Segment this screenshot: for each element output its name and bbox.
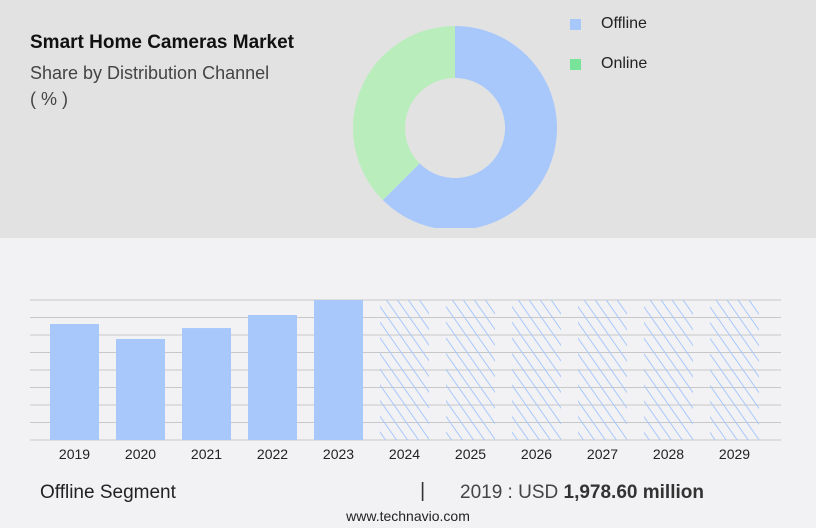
legend-swatch-online: [570, 58, 581, 70]
chart-subtitle: Share by Distribution Channel: [30, 63, 270, 83]
segment-value: 2019 : USD 1,978.60 million: [460, 482, 704, 504]
chart-unit: ( % ): [30, 89, 68, 109]
donut-slice-online: [353, 26, 455, 201]
forecast-bar-2024: [380, 300, 429, 440]
x-tick-label: 2019: [59, 446, 90, 462]
value-prefix: 2019 : USD: [460, 482, 564, 503]
segment-label: Offline Segment: [40, 482, 176, 503]
legend-label-online: Online: [601, 55, 648, 72]
website-link[interactable]: www.technavio.com: [346, 508, 470, 524]
donut-slice-offline: [382, 26, 557, 228]
forecast-bar-2026: [512, 300, 561, 440]
x-tick-label: 2020: [125, 446, 156, 462]
forecast-bar-2025: [446, 300, 495, 440]
bar-2023: [314, 300, 363, 440]
separator: |: [420, 480, 426, 502]
legend-item-offline: Offline: [570, 15, 647, 33]
legend-swatch-offline: [570, 18, 581, 30]
x-tick-label: 2023: [323, 446, 354, 462]
x-tick-label: 2021: [191, 446, 222, 462]
legend-label-offline: Offline: [601, 15, 647, 32]
x-tick-label: 2022: [257, 446, 288, 462]
forecast-bar-2029: [710, 300, 759, 440]
bar-2019: [50, 324, 99, 440]
x-tick-label: 2025: [455, 446, 486, 462]
x-tick-label: 2028: [653, 446, 684, 462]
x-tick-label: 2029: [719, 446, 750, 462]
bar-2020: [116, 338, 165, 440]
bar-2021: [182, 328, 231, 440]
forecast-bar-2027: [578, 300, 627, 440]
x-tick-label: 2024: [389, 446, 420, 462]
x-tick-label: 2026: [521, 446, 552, 462]
legend-item-online: Online: [570, 55, 647, 73]
forecast-bar-2028: [644, 300, 693, 440]
chart-title: Smart Home Cameras Market: [30, 32, 295, 53]
bar-2022: [248, 315, 297, 440]
x-tick-label: 2027: [587, 446, 618, 462]
value-amount: 1,978.60 million: [563, 482, 704, 503]
